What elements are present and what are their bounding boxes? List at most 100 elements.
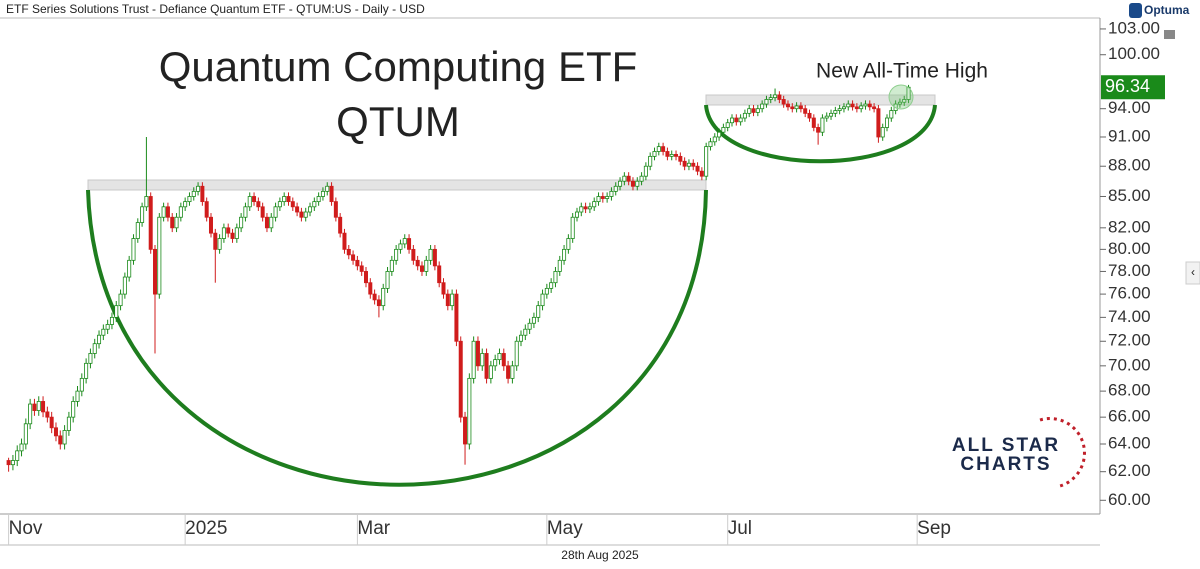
candle-body xyxy=(15,450,20,461)
candle-body xyxy=(359,265,364,272)
candle-body xyxy=(488,365,493,379)
candle-body xyxy=(109,316,114,325)
candle-body xyxy=(872,106,877,110)
y-tick-label: 60.00 xyxy=(1108,490,1151,509)
candle-body xyxy=(53,427,58,437)
candle-body xyxy=(308,206,313,213)
header: ETF Series Solutions Trust - Defiance Qu… xyxy=(6,2,425,16)
candle-body xyxy=(437,265,442,284)
candle-body xyxy=(708,141,713,148)
candle-body xyxy=(656,146,661,152)
candle-body xyxy=(66,416,71,431)
candle-body xyxy=(721,127,726,133)
candle-body xyxy=(187,196,192,203)
candle-body xyxy=(346,248,351,256)
candle-body xyxy=(592,201,597,208)
candle-body xyxy=(84,362,89,379)
candle-body xyxy=(71,401,76,418)
candle-body xyxy=(286,196,291,203)
candle-body xyxy=(247,196,252,208)
candle-body xyxy=(829,112,834,117)
candle-body xyxy=(196,185,201,192)
x-tick-label: 2025 xyxy=(185,518,227,539)
candle-body xyxy=(889,110,894,119)
y-tick-label: 70.00 xyxy=(1108,355,1151,374)
candle-body xyxy=(609,190,614,197)
candle-body xyxy=(622,175,627,182)
candle-body xyxy=(674,154,679,157)
candle-body xyxy=(118,293,123,307)
candle-body xyxy=(824,115,829,119)
candle-body xyxy=(122,276,127,295)
candle-body xyxy=(579,206,584,213)
candle-body xyxy=(510,365,515,379)
logo-stars xyxy=(1039,417,1086,488)
candle-body xyxy=(557,259,562,272)
candle-body xyxy=(320,190,325,197)
plot-area xyxy=(86,94,937,487)
candle-body xyxy=(902,99,907,103)
candle-body xyxy=(445,293,450,307)
cup-arc xyxy=(86,189,708,487)
y-tick-label: 103.00 xyxy=(1108,18,1160,37)
candle-body xyxy=(691,162,696,167)
candle-body xyxy=(867,103,872,108)
candle-body xyxy=(303,211,308,218)
handle-band xyxy=(705,94,936,106)
candle-body xyxy=(587,206,592,210)
candle-body xyxy=(596,196,601,203)
candle-body xyxy=(415,259,420,267)
y-tick-label: 68.00 xyxy=(1108,381,1151,400)
candle-body xyxy=(854,106,859,110)
last-price-label: 96.34 xyxy=(1105,76,1150,96)
candle-body xyxy=(497,353,502,361)
source: Optuma xyxy=(1144,3,1190,17)
candle-body xyxy=(411,248,416,261)
candle-body xyxy=(876,108,881,138)
x-tick-label: May xyxy=(547,518,583,539)
candle-body xyxy=(140,206,145,223)
candle-body xyxy=(652,151,657,157)
candle-body xyxy=(174,216,179,229)
candle-body xyxy=(221,227,226,239)
candle-body xyxy=(768,97,773,100)
candle-body xyxy=(282,196,287,203)
candle-body xyxy=(790,106,795,110)
candle-body xyxy=(333,201,338,218)
candle-body xyxy=(19,443,24,452)
x-tick-label: Mar xyxy=(357,518,390,539)
candle-body xyxy=(467,377,472,445)
candle-body xyxy=(342,232,347,250)
candle-body xyxy=(553,271,558,284)
candle-body xyxy=(213,232,218,250)
candle-body xyxy=(583,206,588,210)
candle-body xyxy=(785,103,790,108)
candle-body xyxy=(58,435,63,445)
candle-body xyxy=(519,334,524,342)
candle-body xyxy=(682,160,687,167)
candle-body xyxy=(36,401,41,411)
collapse-button[interactable] xyxy=(1185,261,1200,285)
candle-body xyxy=(760,103,765,110)
candle-body xyxy=(613,185,618,192)
candle-body xyxy=(837,108,842,111)
candle-body xyxy=(773,94,778,99)
candle-body xyxy=(295,206,300,213)
candle-body xyxy=(734,117,739,123)
candle-body xyxy=(626,175,631,182)
candle-body xyxy=(32,403,37,411)
y-tick-label: 64.00 xyxy=(1108,433,1151,452)
candle-body xyxy=(454,293,459,342)
candle-body xyxy=(803,108,808,114)
candle-body xyxy=(751,108,756,113)
candle-body xyxy=(807,112,812,119)
candle-body xyxy=(725,122,730,128)
candle-body xyxy=(475,340,480,367)
date-label: 28th Aug 2025 xyxy=(561,548,639,562)
annotation: New All-Time High xyxy=(816,60,988,83)
candle-body xyxy=(131,238,136,261)
candle-body xyxy=(368,282,373,295)
candle-body xyxy=(820,117,825,133)
x-tick-label: Sep xyxy=(917,518,951,539)
candle-body xyxy=(226,227,231,234)
